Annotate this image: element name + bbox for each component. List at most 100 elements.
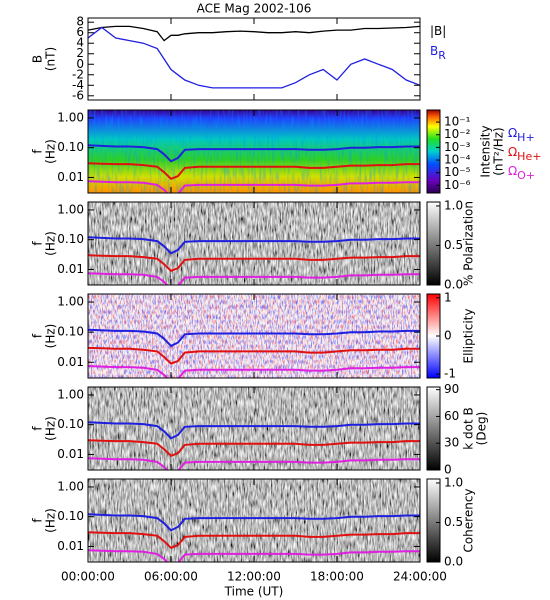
- y-tick-label: 2: [76, 46, 84, 60]
- colorbar-label: Intensity: [479, 125, 493, 177]
- legend-name: Ω: [508, 126, 517, 140]
- colorbar-tick-label: 10⁻¹: [444, 115, 471, 129]
- colorbar-tick-label: 10⁻²: [444, 127, 471, 141]
- colorbar: [426, 201, 441, 286]
- legend-name: B: [430, 44, 438, 58]
- legend-name: Ω: [508, 145, 517, 159]
- y-tick-label: -4: [72, 78, 84, 92]
- y-tick-label: 1.00: [57, 479, 84, 493]
- x-tick-label: 12:00:00: [227, 570, 281, 584]
- y-tick-label: 0.01: [57, 539, 84, 553]
- legend-name: Ω: [508, 164, 517, 178]
- y-axis-label: f: [31, 241, 45, 246]
- legend-entry: ΩO+: [508, 164, 535, 183]
- y-tick-label: 1.00: [57, 387, 84, 401]
- y-tick-label: -2: [72, 67, 84, 81]
- series-line: [88, 236, 420, 255]
- lines: [88, 144, 420, 193]
- colorbar: [426, 386, 441, 471]
- series-line: [88, 513, 420, 532]
- y-tick-label: 0.10: [57, 509, 84, 523]
- series-line: [88, 328, 420, 348]
- colorbar-tick-label: 90: [444, 382, 459, 396]
- legend-entry: ΩH+: [508, 126, 535, 145]
- y-tick-label: 0.10: [57, 417, 84, 431]
- y-tick-label: 0.10: [57, 325, 84, 339]
- colorbar-tick-label: 1.0: [444, 198, 463, 212]
- y-tick-label: 1.00: [57, 110, 84, 124]
- spectrogram: [88, 387, 420, 470]
- spectrogram-noise: [88, 202, 420, 285]
- colorbar-label: (Deg): [475, 412, 489, 446]
- y-tick-label: 8: [76, 15, 84, 29]
- spectrogram: [88, 202, 420, 285]
- x-tick-label: 18:00:00: [310, 570, 364, 584]
- colorbar-label: % Polarization: [462, 201, 476, 286]
- colorbar-tick-label: 30: [444, 436, 459, 450]
- series-line: [88, 180, 420, 193]
- series-line: [88, 531, 420, 549]
- y-tick-label: 0.01: [57, 355, 84, 369]
- series-line: [88, 25, 420, 42]
- spectrogram: [88, 110, 420, 193]
- y-axis-label: B: [31, 55, 45, 63]
- legend-name: |B|: [430, 24, 446, 38]
- lines: [88, 421, 420, 470]
- spectrogram-noise: [88, 294, 420, 378]
- series-line: [88, 26, 420, 89]
- y-axis-label: f: [31, 518, 45, 523]
- colorbar-label: Coherency: [462, 488, 476, 552]
- spectrogram-noise: [88, 387, 420, 470]
- x-tick-label: 24:00:00: [393, 570, 447, 584]
- colorbar-tick-label: 0.5: [444, 515, 463, 529]
- colorbar-tick-label: 10⁻⁵: [444, 165, 471, 179]
- colorbar-tick-label: 0.5: [444, 238, 463, 252]
- colorbar-tick-label: -1: [444, 367, 456, 381]
- y-axis-label: (Hz): [44, 416, 58, 441]
- colorbar-tick-label: 0: [444, 329, 452, 343]
- x-axis-label: Time (UT): [224, 585, 284, 599]
- y-tick-label: 0.10: [57, 232, 84, 246]
- series-line: [88, 457, 420, 470]
- y-axis-label: f: [31, 149, 45, 154]
- colorbar-tick-label: 1: [444, 290, 452, 304]
- colorbar-tick-label: 10⁻⁶: [444, 178, 471, 192]
- y-tick-label: 0.10: [57, 140, 84, 154]
- legend-subscript: O+: [517, 169, 535, 182]
- y-axis-label: (Hz): [44, 508, 58, 533]
- colorbar-tick-label: 60: [444, 409, 459, 423]
- lines: [88, 25, 420, 89]
- y-tick-label: 0.01: [57, 447, 84, 461]
- colorbar-tick-label: 10⁻⁴: [444, 153, 471, 167]
- lines: [88, 328, 420, 378]
- series-line: [88, 549, 420, 562]
- colorbar: [426, 478, 441, 563]
- legend-subscript: R: [438, 49, 446, 62]
- colorbar-tick-label: 0: [444, 463, 452, 477]
- colorbar-tick-label: 1.0: [444, 475, 463, 489]
- colorbar-label: k dot B: [462, 407, 476, 449]
- x-tick-label: 06:00:00: [144, 570, 198, 584]
- lines: [88, 513, 420, 562]
- spectrogram: [88, 294, 420, 378]
- y-axis-label: (nT): [44, 47, 58, 71]
- series-line: [88, 421, 420, 440]
- y-axis-label: (Hz): [44, 139, 58, 164]
- series-line: [88, 162, 420, 180]
- lines: [88, 236, 420, 285]
- y-tick-label: 1.00: [57, 202, 84, 216]
- y-axis-label: f: [31, 426, 45, 431]
- colorbar-tick-label: 0.0: [444, 555, 463, 569]
- y-tick-label: 0: [76, 57, 84, 71]
- series-line: [88, 365, 420, 378]
- series-line: [88, 346, 420, 365]
- legend-subscript: He+: [517, 150, 541, 163]
- y-tick-label: 0.01: [57, 262, 84, 276]
- legend-subscript: H+: [517, 131, 535, 144]
- legend-entry: ΩHe+: [508, 145, 541, 164]
- series-line: [88, 144, 420, 163]
- spectrogram: [88, 479, 420, 562]
- spectrogram-noise: [88, 110, 420, 193]
- colorbar-label: (nT²/Hz): [492, 127, 506, 175]
